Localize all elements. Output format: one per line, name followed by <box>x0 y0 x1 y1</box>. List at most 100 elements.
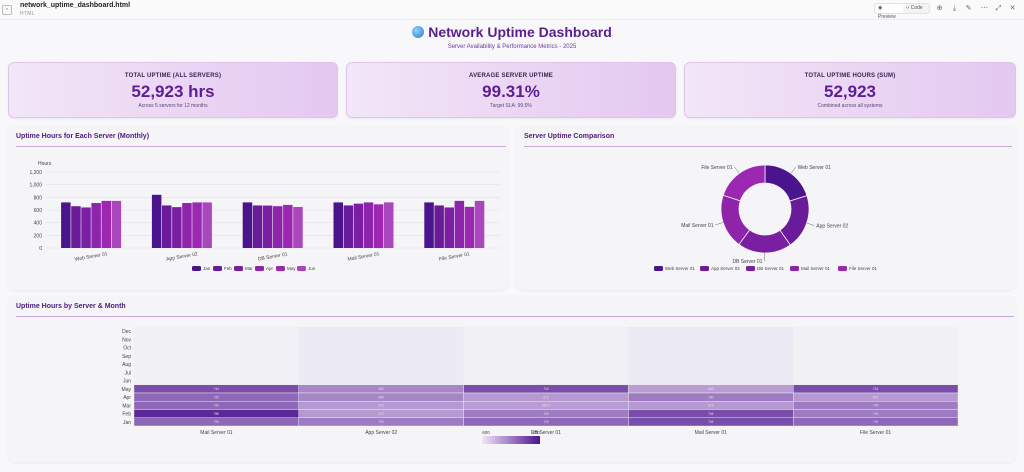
cell-value: 744 <box>708 412 714 416</box>
kpi-average-uptime: AVERAGE SERVER UPTIME 99.31% Target SLA:… <box>346 62 676 118</box>
cell-value: 700 <box>873 412 879 416</box>
bar <box>474 200 485 248</box>
heatmap-cell <box>134 351 299 360</box>
more-icon[interactable]: ⋯ <box>981 5 988 12</box>
globe-icon[interactable]: ⊕ <box>936 5 943 12</box>
bar <box>61 202 71 248</box>
slice-leader <box>790 166 796 174</box>
heatmap-cell <box>298 360 464 369</box>
heatmap-cell <box>463 343 629 352</box>
legend-label: DB Server 01 <box>757 266 785 271</box>
y-tick-label: 1,000 <box>29 183 42 189</box>
legend-label: Jan <box>203 266 211 271</box>
preview-button[interactable]: ◉ Preview <box>875 4 903 20</box>
cell-value: 744 <box>873 387 879 391</box>
legend-swatch <box>255 266 264 271</box>
legend-swatch <box>276 266 285 271</box>
bar <box>71 206 81 248</box>
code-button[interactable]: ‹› Code <box>906 5 923 11</box>
bar <box>242 202 253 248</box>
y-tick-label: 0 <box>39 246 42 252</box>
x-tick-label: File Server 01 <box>439 251 471 262</box>
legend-swatch <box>654 266 663 271</box>
cell-value: 720 <box>214 420 220 424</box>
bar <box>464 206 475 248</box>
legend-label: May <box>287 266 296 271</box>
bar-chart[interactable]: Hours 0 200 400 600 800 1,000 1,200 Web Server 0… <box>8 150 508 288</box>
legend-swatch <box>297 266 306 271</box>
y-tick-label: Sep <box>122 354 131 360</box>
file-type: HTML <box>20 11 35 17</box>
heatmap-cell <box>463 335 629 344</box>
y-tick-label: Apr <box>123 395 131 401</box>
heatmap-cell <box>793 343 958 352</box>
heatmap-cell <box>463 360 629 369</box>
legend-label: File Server 01 <box>849 266 878 271</box>
bar <box>192 202 202 248</box>
y-axis-label: Hours <box>38 161 52 167</box>
kpi-label: AVERAGE SERVER UPTIME <box>469 73 553 79</box>
cell-value: 720 <box>214 404 220 408</box>
y-tick-label: 600 <box>34 208 43 214</box>
download-icon[interactable]: ⤓ <box>952 5 957 12</box>
file-icon: ▫ <box>2 5 12 15</box>
bar <box>353 203 364 248</box>
heatmap-chart[interactable]: Dec Nov Oct Sep Aug Jul Jun May 744 690 744 669 744 A… <box>8 320 1016 460</box>
x-tick-label: Web Server 01 <box>74 251 108 263</box>
heatmap-cell <box>793 417 959 427</box>
bar <box>343 205 354 248</box>
heatmap-cell <box>134 335 299 344</box>
bar <box>373 204 384 248</box>
bar <box>444 207 454 248</box>
bar <box>454 200 465 248</box>
close-icon[interactable]: ✕ <box>1009 5 1016 12</box>
heatmap-card: Uptime Hours by Server & Month Dec Nov Oct… <box>8 296 1016 462</box>
bar <box>424 202 434 248</box>
heatmap-cell <box>298 351 464 360</box>
kpi-label: TOTAL UPTIME HOURS (SUM) <box>804 73 896 79</box>
dashboard: Network Uptime Dashboard Server Availabi… <box>0 20 1024 472</box>
legend-label: Web Server 01 <box>665 266 695 271</box>
cell-value: 700 <box>543 412 549 416</box>
colorbar-tick: 600 <box>482 430 490 435</box>
heatmap-cell <box>793 376 958 385</box>
y-tick-label: 200 <box>34 233 43 239</box>
legend-label: Apr <box>266 266 274 271</box>
kpi-value: 52,923 <box>824 82 876 101</box>
legend-swatch <box>700 266 709 271</box>
heatmap-cell <box>134 376 299 385</box>
bar <box>182 203 192 248</box>
divider <box>16 316 1014 317</box>
heatmap-cell <box>793 360 958 369</box>
x-tick-label: DB Server 01 <box>531 430 561 436</box>
cell-value: 672 <box>379 412 385 416</box>
legend-swatch <box>838 266 847 271</box>
expand-icon[interactable]: ⤢ <box>995 5 1002 12</box>
cell-value: 744 <box>543 387 549 391</box>
y-tick-label: 1,200 <box>29 170 42 176</box>
x-tick-label: Mail Server 01 <box>347 251 380 263</box>
colorbar-tick: 800 <box>532 430 540 435</box>
slice-leader <box>806 222 815 226</box>
y-tick-label: Aug <box>122 362 131 368</box>
globe-icon <box>412 26 425 38</box>
card-title: Uptime Hours by Server & Month <box>16 303 126 310</box>
cell-value: 780 <box>214 412 220 416</box>
x-tick-label: DB Server 01 <box>258 251 289 262</box>
y-tick-label: Dec <box>122 329 131 335</box>
bar <box>273 206 283 248</box>
divider <box>16 146 506 147</box>
cell-value: 744 <box>214 387 220 391</box>
heatmap-cell <box>628 368 794 377</box>
kpi-total-hours: TOTAL UPTIME HOURS (SUM) 52,923 Combined… <box>684 62 1016 118</box>
slice-label: App Server 02 <box>816 224 848 230</box>
legend-swatch <box>790 266 799 271</box>
kpi-value: 99.31% <box>482 82 540 101</box>
bar <box>162 205 172 248</box>
cell-value: 690 <box>379 387 385 391</box>
cell-value: 672 <box>543 395 549 399</box>
y-tick-label: Jul <box>125 370 131 376</box>
edit-icon[interactable]: ✎ <box>965 5 972 12</box>
x-tick-label: App Server 02 <box>166 251 199 262</box>
